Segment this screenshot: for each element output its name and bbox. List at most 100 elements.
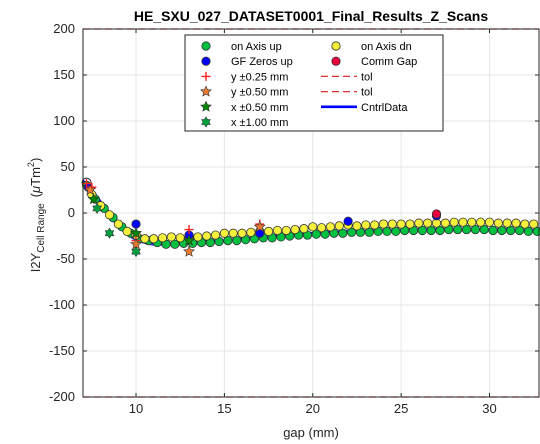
legend-marker [201, 116, 211, 128]
x-tick-label: 10 [129, 401, 143, 416]
data-point [325, 222, 336, 232]
legend-label: x ±0.50 mm [231, 102, 288, 114]
series-y-0-50-mm [84, 183, 266, 257]
data-point [343, 216, 353, 226]
y-tick-label: 100 [53, 113, 75, 128]
data-point [493, 218, 503, 228]
legend-item: on Axis up [201, 41, 282, 53]
y-label-main: I2Y [28, 252, 43, 272]
legend-item: x ±0.50 mm [200, 100, 288, 114]
data-point [84, 183, 97, 196]
y-tick-label: 200 [53, 21, 75, 36]
data-point [253, 220, 266, 232]
data-point [130, 226, 143, 239]
data-point [361, 220, 371, 230]
data-point [228, 228, 238, 238]
data-point [497, 225, 507, 236]
data-point [223, 236, 233, 246]
data-point [113, 219, 123, 229]
data-point [311, 229, 321, 239]
data-point [484, 217, 495, 227]
y-tick-label: 0 [68, 205, 75, 220]
data-point [431, 209, 442, 219]
y-tick-label: -150 [49, 343, 75, 358]
legend-box [184, 34, 444, 132]
legend-marker [331, 41, 341, 51]
data-point [104, 227, 115, 239]
y-label-close: ) [28, 158, 43, 162]
data-point [532, 226, 540, 236]
data-point [506, 225, 516, 236]
data-point [523, 226, 533, 236]
data-point [170, 239, 180, 249]
legend-label: CntrlData [361, 102, 408, 114]
y-tick-label: -50 [56, 251, 75, 266]
series-on-axis-up [81, 180, 540, 249]
data-point [520, 219, 530, 229]
data-point [140, 234, 150, 244]
data-point [453, 224, 463, 235]
data-point [175, 233, 185, 243]
y-tick-label: 150 [53, 67, 75, 82]
y-label-mu: μ [28, 186, 43, 194]
data-point [449, 217, 459, 227]
data-point [149, 234, 159, 244]
data-point [461, 224, 472, 235]
y-label-open: ( [28, 192, 43, 197]
data-point [157, 233, 168, 243]
data-point [338, 228, 348, 238]
series-layer [81, 177, 540, 258]
y-tick-label: -200 [49, 389, 75, 404]
data-point [263, 226, 274, 236]
legend-item: Comm Gap [331, 56, 417, 68]
data-point [476, 217, 486, 227]
y-tick-label: 50 [61, 159, 75, 174]
legend-marker [201, 41, 211, 51]
data-point [193, 232, 203, 242]
data-point [92, 202, 103, 214]
series-comm-gap [431, 209, 442, 219]
legend-label: y ±0.50 mm [231, 87, 288, 99]
data-point [423, 218, 433, 228]
legend-label: GF Zeros up [231, 56, 293, 68]
legend-item: y ±0.50 mm [200, 85, 288, 99]
legend-marker [200, 85, 212, 97]
data-point [166, 232, 176, 242]
data-point [440, 218, 450, 228]
data-point [370, 220, 380, 230]
data-point [299, 224, 309, 234]
legend-label: y ±0.25 mm [231, 71, 288, 83]
legend-label: on Axis up [231, 41, 282, 53]
data-point [511, 218, 521, 228]
data-point [514, 225, 525, 236]
y-label-tm: Tm [28, 167, 43, 186]
legend-marker [201, 56, 211, 66]
data-point [458, 217, 468, 227]
y-label-sub: Cell Range [36, 203, 47, 253]
data-point [378, 219, 389, 229]
data-point [396, 219, 406, 229]
data-point [104, 210, 115, 220]
data-point [382, 226, 392, 236]
chart-title: HE_SXU_027_DATASET0001_Final_Results_Z_S… [134, 8, 489, 24]
x-tick-label: 30 [482, 401, 496, 416]
legend-item: CntrlData [321, 102, 408, 114]
series-x-1-00-mm [92, 202, 141, 258]
y-tick-labels: -200 -150 -100 -50 0 50 100 150 200 [49, 21, 75, 404]
data-point [210, 230, 221, 240]
data-point [122, 226, 132, 236]
legend-item: on Axis dn [331, 41, 412, 53]
data-point [364, 227, 374, 237]
data-point [426, 225, 436, 236]
data-point [281, 225, 291, 236]
legend-label: on Axis dn [361, 41, 412, 53]
data-point [347, 227, 357, 237]
x-tick-label: 20 [306, 401, 320, 416]
data-point [272, 225, 283, 236]
data-point [352, 221, 362, 231]
legend-marker [200, 100, 212, 112]
legend-label: tol [361, 87, 373, 99]
legend: on Axis up on Axis dn GF Zeros up Comm Gap y… [184, 34, 444, 132]
x-tick-label: 25 [394, 401, 408, 416]
data-point [219, 228, 229, 238]
